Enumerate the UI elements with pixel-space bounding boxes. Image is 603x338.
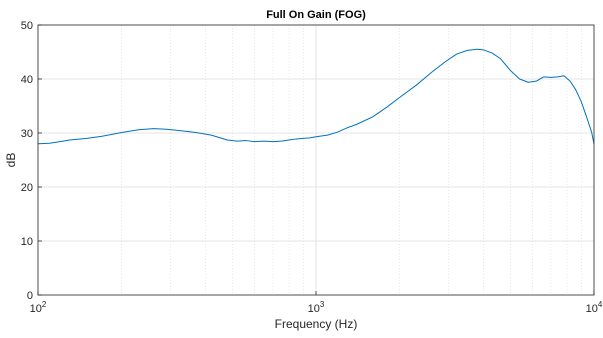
y-tick-label: 10 [21,236,33,248]
x-tick-label: 104 [586,300,603,315]
series-layer [37,48,595,145]
x-tick-label: 103 [308,300,325,315]
y-tick-label: 40 [21,74,33,86]
y-axis-label: dB [4,153,18,168]
y-tick-label: 0 [27,290,33,302]
series-line [37,48,595,145]
x-axis-label: Frequency (Hz) [275,317,358,331]
chart-title: Full On Gain (FOG) [266,9,366,21]
minor-grid [121,25,582,295]
y-tick-label: 50 [21,20,33,32]
y-tick-label: 30 [21,128,33,140]
x-tick-label: 102 [30,300,47,315]
y-axis-ticks: 0 10 20 30 40 50 [21,20,42,302]
x-axis-ticks: 102 103 104 [30,291,603,315]
y-tick-label: 20 [21,182,33,194]
